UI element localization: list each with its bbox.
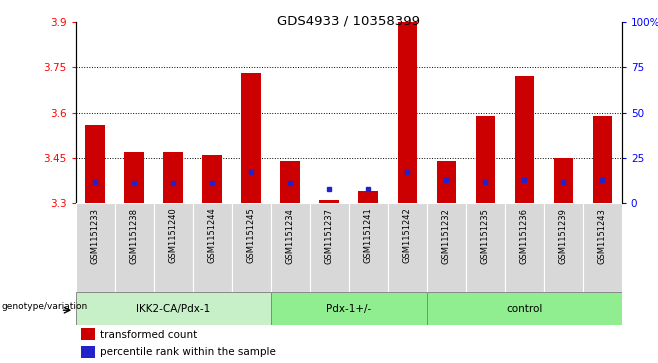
Bar	[270, 203, 310, 292]
Bar	[466, 203, 505, 292]
Text: Pdx-1+/-: Pdx-1+/-	[326, 303, 371, 314]
Text: GSM1151243: GSM1151243	[598, 208, 607, 264]
Bar	[553, 158, 573, 203]
Text: GSM1151241: GSM1151241	[364, 208, 372, 264]
Text: GSM1151233: GSM1151233	[91, 208, 99, 264]
Text: GSM1151235: GSM1151235	[481, 208, 490, 264]
Bar	[154, 203, 193, 292]
Bar	[583, 203, 622, 292]
Bar	[241, 73, 261, 203]
Bar	[86, 125, 105, 203]
Text: GSM1151237: GSM1151237	[325, 208, 334, 264]
Bar	[76, 203, 114, 292]
Bar	[505, 203, 544, 292]
Bar	[427, 292, 622, 325]
Bar	[203, 155, 222, 203]
Bar	[476, 115, 495, 203]
Text: transformed count: transformed count	[100, 330, 197, 339]
Bar	[232, 203, 270, 292]
Text: GSM1151234: GSM1151234	[286, 208, 295, 264]
Text: GSM1151236: GSM1151236	[520, 208, 529, 264]
Bar	[81, 346, 95, 358]
Bar	[81, 328, 95, 340]
Bar	[114, 203, 154, 292]
Text: GSM1151244: GSM1151244	[208, 208, 216, 264]
Bar	[163, 152, 183, 203]
Bar	[124, 152, 144, 203]
Bar	[515, 76, 534, 203]
Bar	[310, 203, 349, 292]
Text: GDS4933 / 10358399: GDS4933 / 10358399	[277, 15, 420, 28]
Bar	[593, 115, 612, 203]
Text: GSM1151245: GSM1151245	[247, 208, 256, 264]
Bar	[280, 161, 300, 203]
Bar	[320, 200, 339, 203]
Bar	[76, 292, 270, 325]
Text: GSM1151238: GSM1151238	[130, 208, 139, 264]
Text: genotype/variation: genotype/variation	[1, 302, 88, 311]
Bar	[349, 203, 388, 292]
Text: GSM1151242: GSM1151242	[403, 208, 412, 264]
Text: control: control	[506, 303, 542, 314]
Bar	[193, 203, 232, 292]
Bar	[544, 203, 583, 292]
Bar	[397, 22, 417, 203]
Bar	[359, 191, 378, 203]
Text: GSM1151232: GSM1151232	[442, 208, 451, 264]
Bar	[270, 292, 427, 325]
Text: percentile rank within the sample: percentile rank within the sample	[100, 347, 276, 357]
Bar	[388, 203, 427, 292]
Bar	[436, 161, 456, 203]
Bar	[427, 203, 466, 292]
Text: GSM1151239: GSM1151239	[559, 208, 568, 264]
Text: IKK2-CA/Pdx-1: IKK2-CA/Pdx-1	[136, 303, 211, 314]
Text: GSM1151240: GSM1151240	[168, 208, 178, 264]
